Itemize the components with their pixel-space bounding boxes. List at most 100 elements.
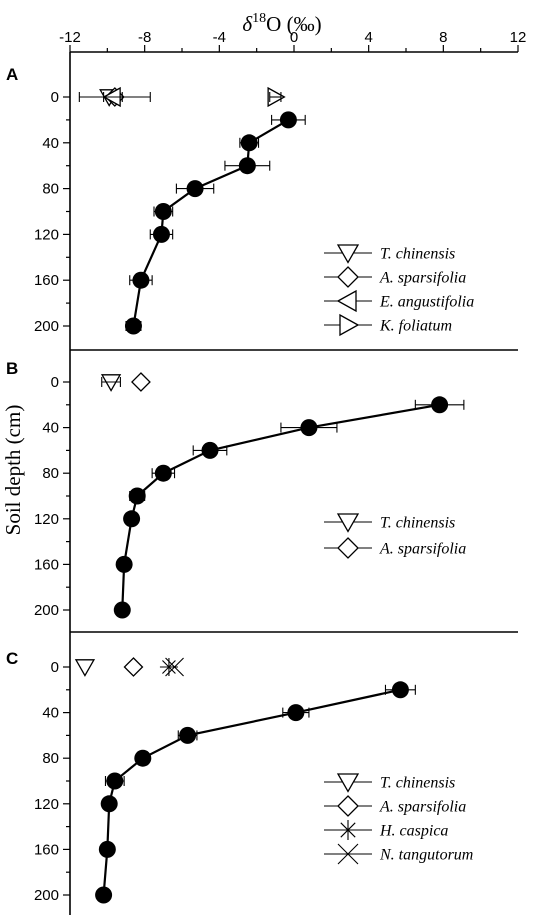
panel-label: A (6, 65, 18, 84)
y-tick-label: 0 (51, 659, 59, 676)
soil-error-bar (129, 491, 146, 501)
legend-marker-triangle-down (336, 773, 360, 793)
soil-error-bar (224, 160, 271, 171)
panel-A: A 0 40 80 120 160 200 T. chinensis A. sparsifoli… (6, 51, 518, 350)
x-axis-title-rest: O (‰) (266, 12, 321, 36)
panel-label: C (6, 649, 18, 668)
y-tick-label: 80 (42, 465, 59, 482)
x-axis-title: δ18O (‰) (242, 11, 321, 36)
legend-label: A. sparsifolia (379, 541, 466, 558)
soil-error-bar (239, 137, 260, 148)
legend-label: E. angustifolia (379, 294, 474, 311)
soil-error-bar (151, 468, 176, 479)
soil-error-bar (177, 730, 198, 741)
x-tick-label: -12 (59, 29, 81, 46)
y-tick-label: 160 (34, 272, 59, 289)
soil-data-point (134, 749, 152, 767)
soil-error-bar (129, 275, 153, 286)
soil-profile-line (121, 403, 440, 611)
y-tick-label: 80 (42, 750, 59, 767)
y-tick-label: 40 (42, 135, 59, 152)
x-axis-title-superscript: 18 (252, 11, 266, 26)
legend: T. chinensis A. sparsifolia E. angustifoli… (324, 244, 474, 337)
legend-item: A. sparsifolia (324, 266, 466, 288)
y-tick-label: 160 (34, 841, 59, 858)
soil-error-bar (271, 114, 306, 125)
y-tick-label: 160 (34, 556, 59, 573)
panel-label: B (6, 359, 18, 378)
y-axis-title: Soil depth (cm) (1, 405, 25, 536)
soil-error-bar (149, 229, 174, 240)
plant-marker-cross (165, 657, 184, 677)
plant-marker-diamond (131, 372, 151, 392)
legend-marker-asterisk (338, 820, 358, 840)
soil-error-bar (175, 183, 215, 194)
legend-marker-triangle-right (339, 313, 360, 337)
legend-marker-diamond (337, 537, 359, 559)
legend-item: N. tangutorum (324, 843, 473, 865)
soil-error-bar (104, 776, 125, 786)
legend-marker-triangle-down (336, 244, 360, 264)
soil-error-bar (414, 399, 465, 410)
legend-item: T. chinensis (324, 513, 455, 533)
soil-profile-line (132, 118, 289, 327)
y-tick-label: 200 (34, 318, 59, 335)
y-tick-label: 80 (42, 181, 59, 198)
x-tick-label: 12 (510, 29, 527, 46)
plant-error-bar (269, 92, 282, 102)
legend-label: A. sparsifolia (379, 270, 466, 287)
legend-marker-cross (337, 843, 359, 865)
panel-B: B 0 40 80 120 160 200 T. chinensis A. sparsifoli… (6, 349, 518, 632)
x-axis-title-delta: δ (242, 12, 253, 36)
legend-label: T. chinensis (380, 775, 455, 792)
legend-label: K. foliatum (379, 318, 452, 335)
soil-profile-line (102, 688, 401, 896)
legend-label: N. tangutorum (379, 847, 473, 864)
legend-label: A. sparsifolia (379, 799, 466, 816)
legend-marker-triangle-down (336, 513, 360, 533)
soil-data-point (115, 555, 133, 573)
legend-marker-diamond (337, 795, 359, 817)
legend-label: T. chinensis (380, 246, 455, 263)
y-tick-label: 0 (51, 89, 59, 106)
y-tick-label: 40 (42, 420, 59, 437)
x-tick-label: 4 (364, 29, 372, 46)
x-tick-label: 8 (439, 29, 447, 46)
y-tick-label: 200 (34, 887, 59, 904)
soil-error-bar (125, 321, 142, 331)
soil-error-bar (192, 445, 228, 456)
legend-item: E. angustifolia (324, 289, 474, 313)
legend-item: T. chinensis (324, 244, 455, 264)
x-tick-label: -8 (138, 29, 151, 46)
y-tick-label: 120 (34, 226, 59, 243)
legend-item: H. caspica (324, 820, 448, 840)
x-tick-label: -4 (213, 29, 226, 46)
legend-item: A. sparsifolia (324, 537, 466, 559)
y-tick-label: 40 (42, 705, 59, 722)
x-tick-label: 0 (290, 29, 298, 46)
soil-error-bar (153, 206, 174, 217)
legend: T. chinensis A. sparsifolia (324, 513, 466, 559)
legend: T. chinensis A. sparsifolia H. caspica N. t… (324, 773, 473, 865)
legend-item: A. sparsifolia (324, 795, 466, 817)
plant-marker-triangle-down (100, 374, 122, 392)
plant-error-bar (101, 377, 121, 387)
y-tick-label: 0 (51, 374, 59, 391)
soil-data-point (123, 510, 141, 528)
soil-data-point (113, 601, 131, 619)
legend-item: K. foliatum (324, 313, 452, 337)
legend-label: H. caspica (379, 823, 448, 840)
y-tick-label: 120 (34, 796, 59, 813)
y-tick-label: 200 (34, 602, 59, 619)
legend-marker-diamond (337, 266, 359, 288)
soil-error-bar (384, 684, 416, 695)
y-tick-label: 120 (34, 511, 59, 528)
panel-C: C 0 40 80 120 160 200 T. chinensis A. sparsifoli… (6, 631, 518, 915)
soil-data-point (100, 795, 118, 813)
legend-item: T. chinensis (324, 773, 455, 793)
plant-error-bar (103, 92, 123, 102)
plant-marker-triangle-down (74, 659, 96, 677)
legend-marker-triangle-left (336, 289, 357, 313)
